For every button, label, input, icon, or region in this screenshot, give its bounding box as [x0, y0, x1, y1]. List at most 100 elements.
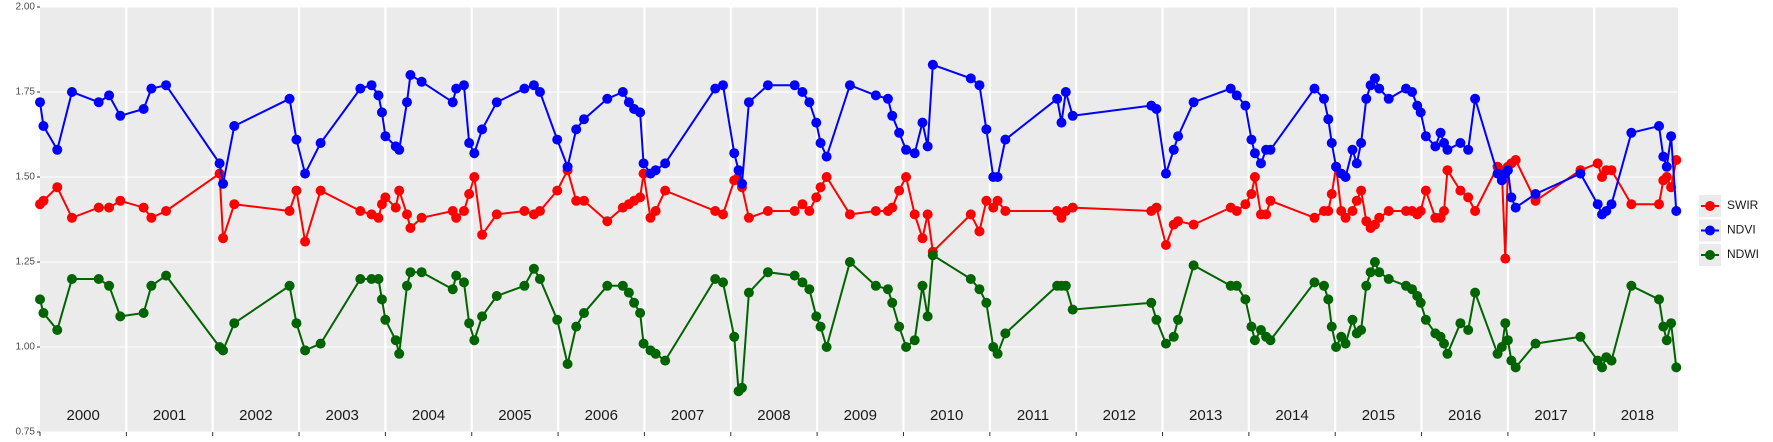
data-point	[1500, 318, 1511, 329]
data-point	[743, 287, 754, 298]
data-point	[355, 206, 366, 216]
data-point	[922, 209, 933, 220]
data-point	[1265, 144, 1276, 155]
legend-label: NDWI	[1727, 247, 1759, 261]
data-point	[578, 308, 589, 318]
data-point	[894, 127, 905, 138]
data-point	[229, 318, 240, 329]
data-point	[214, 168, 225, 179]
legend-dot	[1705, 250, 1715, 260]
data-point	[380, 131, 391, 142]
data-point	[1383, 274, 1394, 284]
data-point	[115, 311, 126, 322]
data-point	[981, 195, 992, 206]
data-point	[1067, 304, 1078, 315]
data-point	[660, 185, 671, 196]
data-point	[66, 87, 77, 97]
data-point	[789, 80, 800, 91]
data-point	[469, 335, 480, 346]
data-point	[638, 338, 649, 349]
data-point	[901, 172, 912, 182]
legend-dot	[1705, 225, 1715, 236]
data-point	[1340, 212, 1351, 223]
data-point	[1654, 121, 1665, 131]
data-point	[477, 229, 488, 240]
data-point	[366, 274, 377, 284]
year-label: 2018	[1621, 407, 1654, 424]
data-point	[394, 185, 405, 196]
data-point	[1606, 165, 1617, 176]
data-point	[737, 178, 747, 189]
data-point	[578, 114, 589, 125]
data-point	[571, 124, 582, 135]
data-point	[974, 80, 985, 91]
data-point	[1510, 362, 1521, 373]
data-point	[146, 280, 157, 291]
data-point	[401, 209, 412, 220]
data-point	[1500, 253, 1511, 264]
y-tick-label: 2.00	[16, 2, 36, 13]
legend-label: NDVI	[1727, 223, 1756, 237]
data-point	[376, 107, 387, 118]
data-point	[811, 117, 822, 128]
data-point	[477, 124, 488, 135]
legend-label: SWIR	[1727, 198, 1759, 212]
data-point	[804, 206, 815, 216]
data-point	[218, 178, 229, 189]
data-point	[1654, 199, 1665, 210]
data-point	[1369, 73, 1380, 84]
data-point	[1309, 212, 1320, 223]
y-tick-label: 1.75	[16, 87, 36, 98]
data-point	[743, 212, 754, 223]
data-point	[38, 121, 49, 131]
data-point	[104, 280, 115, 291]
data-point	[571, 195, 582, 206]
data-point	[291, 318, 302, 329]
data-point	[1430, 141, 1441, 152]
data-point	[469, 172, 480, 182]
data-point	[373, 274, 384, 284]
data-point	[519, 83, 530, 94]
data-point	[52, 182, 63, 193]
data-point	[1420, 314, 1431, 325]
data-point	[1506, 192, 1517, 203]
data-point	[1326, 321, 1337, 332]
data-point	[729, 148, 740, 159]
data-point	[1056, 117, 1067, 128]
data-point	[104, 90, 115, 101]
data-point	[1606, 199, 1617, 210]
data-point	[602, 93, 613, 104]
year-label: 2005	[498, 407, 531, 424]
data-point	[1240, 100, 1251, 111]
y-tick-label: 1.00	[16, 342, 36, 353]
data-point	[922, 311, 933, 322]
data-point	[1470, 287, 1481, 298]
data-point	[1309, 83, 1320, 94]
data-point	[815, 182, 826, 193]
year-label: 2002	[239, 407, 272, 424]
year-label: 2011	[1017, 407, 1049, 424]
data-point	[161, 80, 172, 91]
data-point	[882, 93, 893, 104]
data-point	[1420, 131, 1431, 142]
data-point	[1340, 172, 1351, 182]
data-point	[1351, 195, 1362, 206]
data-point	[300, 236, 311, 247]
data-point	[1439, 206, 1449, 216]
data-point	[115, 110, 126, 121]
data-point	[138, 104, 149, 114]
data-point	[394, 348, 405, 359]
data-point	[1231, 206, 1242, 216]
data-point	[635, 107, 646, 118]
data-point	[1415, 206, 1426, 216]
data-point	[1374, 267, 1385, 278]
year-label: 2006	[585, 407, 618, 424]
data-point	[161, 270, 172, 281]
data-point	[804, 284, 815, 295]
data-point	[138, 202, 149, 213]
data-point	[300, 168, 311, 179]
data-point	[315, 185, 326, 196]
data-point	[578, 195, 589, 206]
data-point	[1060, 87, 1071, 97]
